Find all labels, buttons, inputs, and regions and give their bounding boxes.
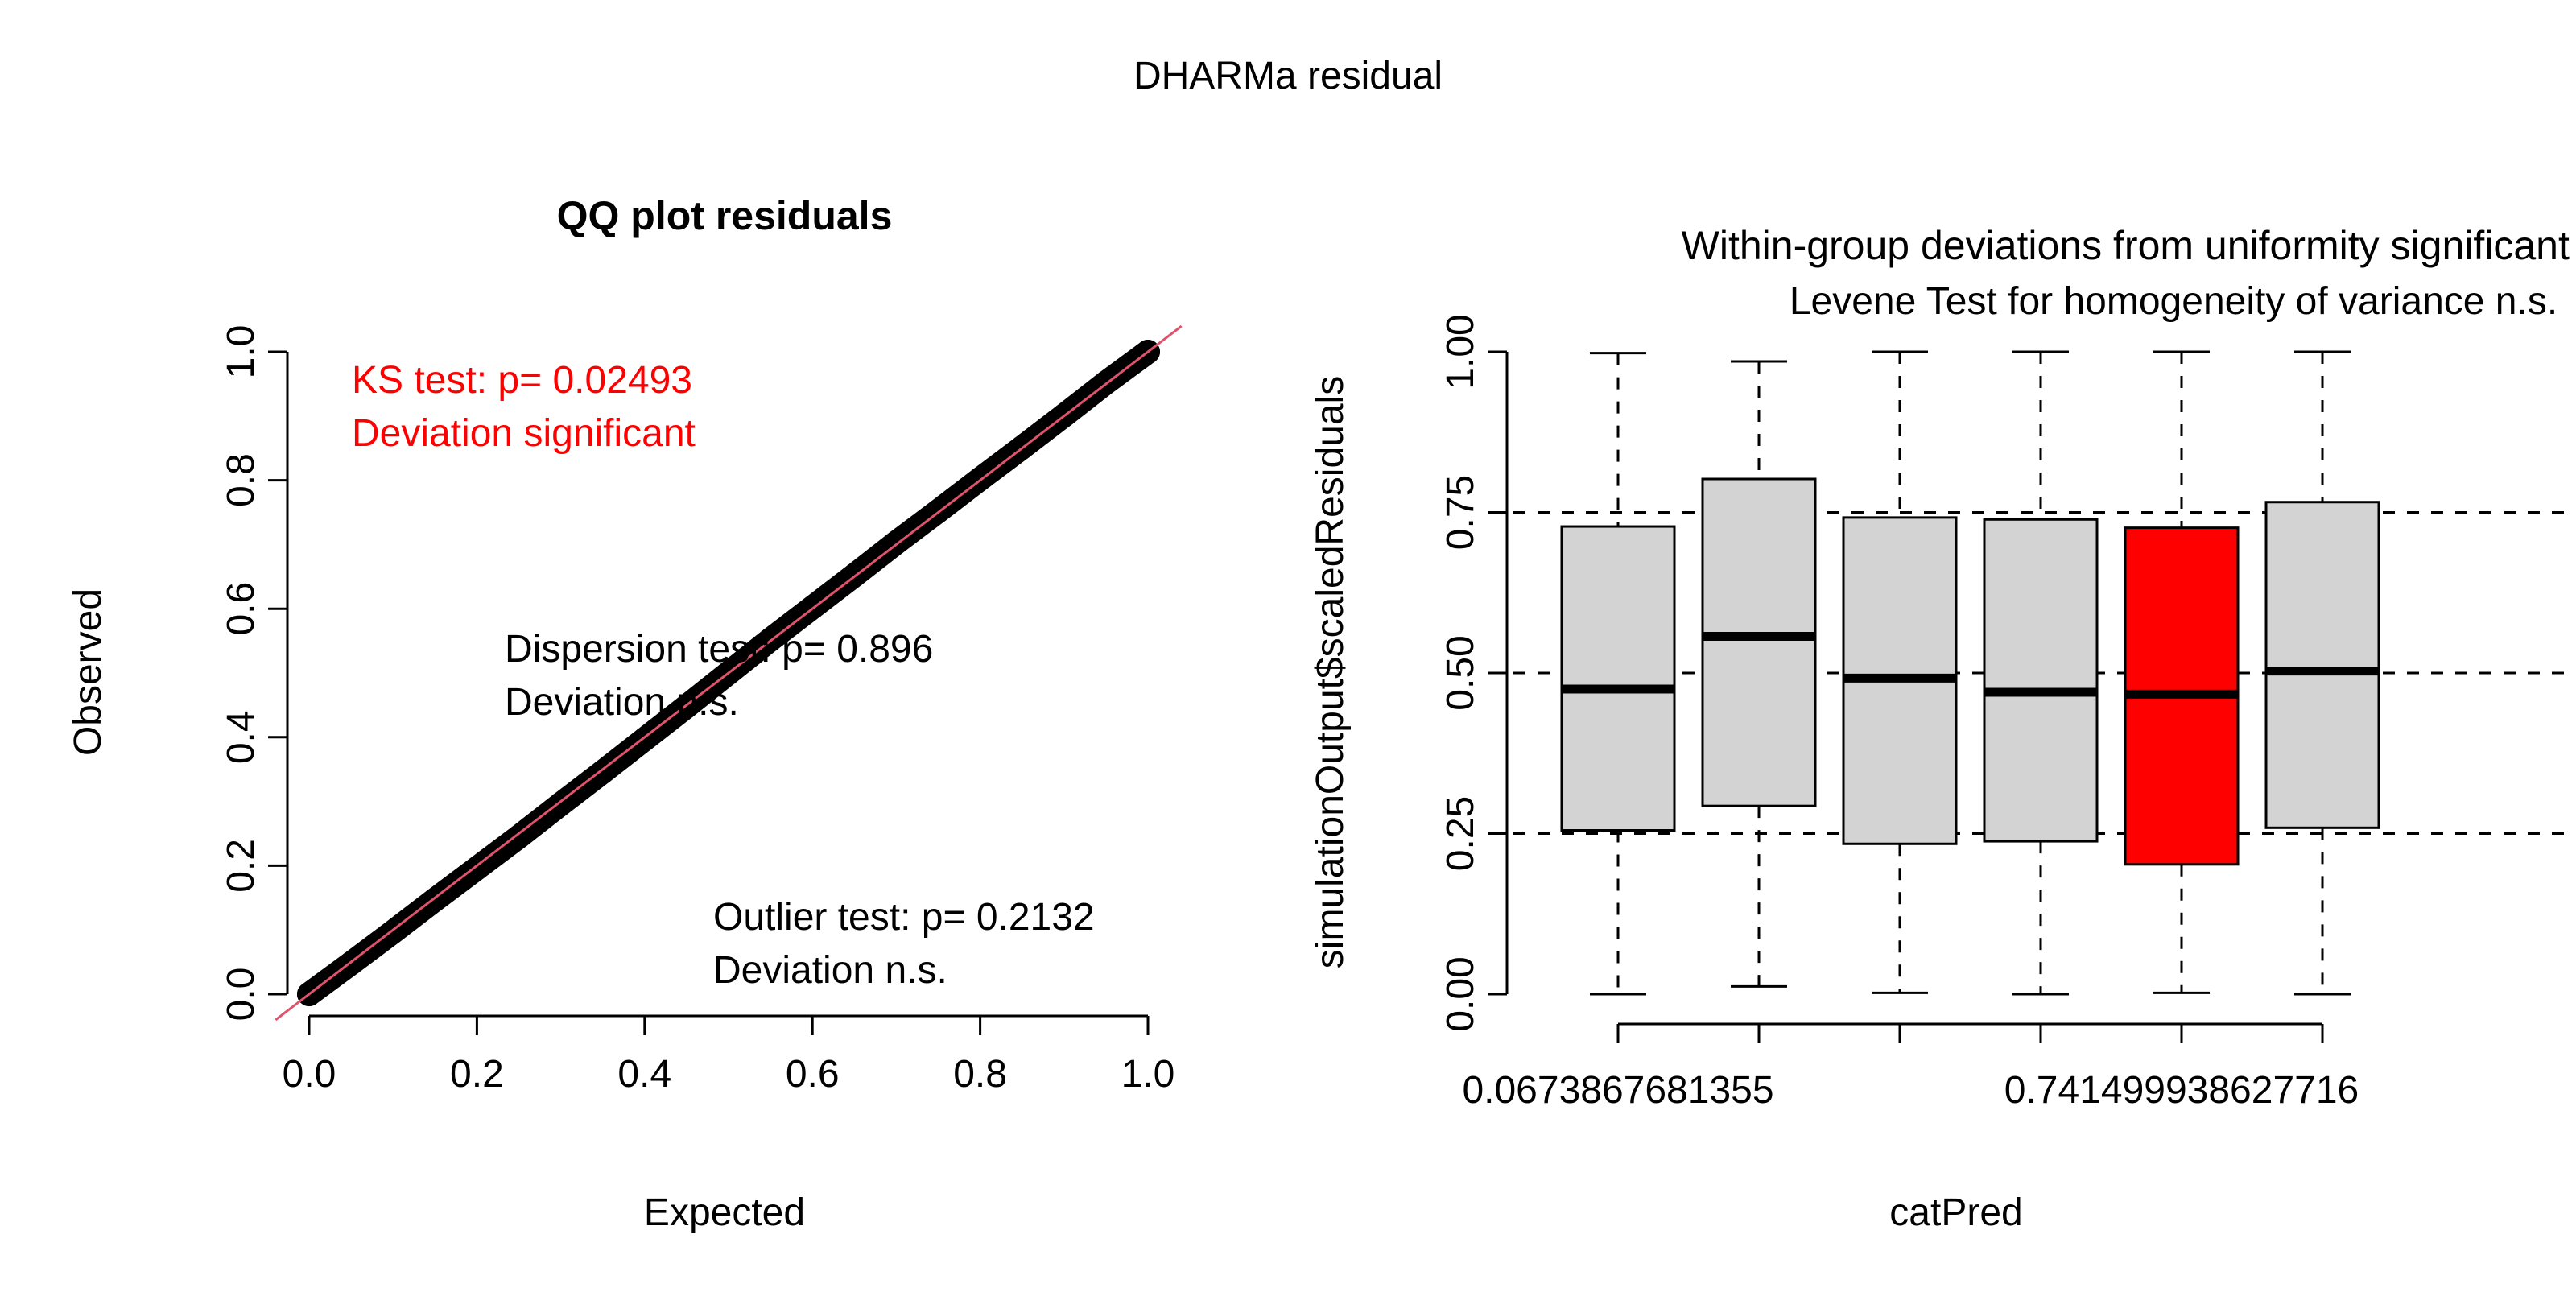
boxplot-box — [1701, 360, 1817, 988]
boxplot-subtitle: Levene Test for homogeneity of variance … — [1790, 280, 2557, 323]
figure-main-title: DHARMa residual — [1133, 55, 1443, 97]
qq-plot-panel: QQ plot residuals Expected Observed 0.0 0… — [67, 193, 1183, 1234]
boxplot-x-axis-label: catPred — [1889, 1191, 2022, 1234]
qq-y-axis-label: Observed — [67, 588, 109, 756]
boxplot-box — [1560, 352, 1676, 996]
qq-x-tick-label: 0.6 — [786, 1053, 840, 1096]
qq-annotation-outlier-line: Outlier test: p= 0.2132 — [713, 896, 1095, 939]
boxplot-iqr-box — [1983, 518, 2099, 843]
qq-point — [506, 824, 531, 849]
qq-y-tick-label: 0.4 — [220, 710, 262, 764]
boxplot-x-tick-label: 0.741499938627716 — [2004, 1069, 2359, 1112]
boxplot-y-tick-label: 0.75 — [1439, 475, 1482, 550]
boxplot-boxes — [1560, 350, 2380, 996]
qq-y-tick-label: 0.6 — [220, 582, 262, 636]
qq-annotation-dispersion-line: Dispersion test: p= 0.896 — [505, 628, 933, 671]
boxplot-y-tick-label: 0.50 — [1439, 635, 1482, 710]
qq-x-tick-label: 1.0 — [1121, 1053, 1175, 1096]
boxplot-y-axis-label: simulationOutput$scaledResiduals — [1309, 376, 1352, 968]
boxplot-y-tick-label: 0.00 — [1439, 956, 1482, 1031]
qq-plot-title: QQ plot residuals — [557, 193, 893, 238]
qq-annotation-outlier-line: Deviation n.s. — [713, 949, 947, 992]
qq-test-annotations: KS test: p= 0.02493 Deviation significant… — [352, 359, 1095, 992]
qq-y-tick-label: 0.2 — [220, 839, 262, 893]
qq-x-axis-label: Expected — [644, 1191, 805, 1234]
qq-reference-line — [275, 324, 1183, 1022]
qq-axes: 0.0 0.2 0.4 0.6 0.8 1.0 0.0 0.2 0.4 0.6 0.8 1.0 — [220, 325, 1174, 1096]
qq-x-tick-label: 0.0 — [283, 1053, 336, 1096]
boxplot-reference-lines — [1513, 511, 2568, 835]
qq-x-tick-label: 0.2 — [450, 1053, 504, 1096]
qq-x-tick-label: 0.8 — [953, 1053, 1007, 1096]
boxplot-y-tick-label: 1.00 — [1439, 314, 1482, 389]
qq-y-tick-label: 1.0 — [220, 325, 262, 379]
boxplot-title: Within-group deviations from uniformity … — [1682, 223, 2576, 268]
boxplot-iqr-box — [1701, 477, 1817, 807]
boxplot-box — [2124, 350, 2240, 994]
boxplot-box — [1983, 350, 2099, 996]
qq-y-tick-label: 0.0 — [220, 968, 262, 1022]
qq-y-tick-label: 0.8 — [220, 453, 262, 507]
qq-identity-line — [275, 324, 1183, 1022]
boxplot-axes: 0.00 0.25 0.50 0.75 1.00 0.0673867681355 0.741… — [1439, 314, 2359, 1112]
boxplot-iqr-box — [2264, 501, 2380, 829]
boxplot-y-tick-label: 0.25 — [1439, 796, 1482, 871]
boxplot-x-tick-label: 0.0673867681355 — [1462, 1069, 1773, 1112]
qq-annotation-dispersion-line: Deviation n.s. — [505, 681, 739, 724]
qq-x-tick-label: 0.4 — [617, 1053, 671, 1096]
boxplot-panel: Within-group deviations from uniformity … — [1309, 223, 2576, 1234]
boxplot-iqr-box — [1560, 525, 1676, 832]
qq-annotation-ks-line: KS test: p= 0.02493 — [352, 359, 692, 402]
boxplot-box — [2264, 350, 2380, 996]
boxplot-box — [1842, 350, 1958, 994]
qq-annotation-ks-line: Deviation significant — [352, 412, 696, 455]
